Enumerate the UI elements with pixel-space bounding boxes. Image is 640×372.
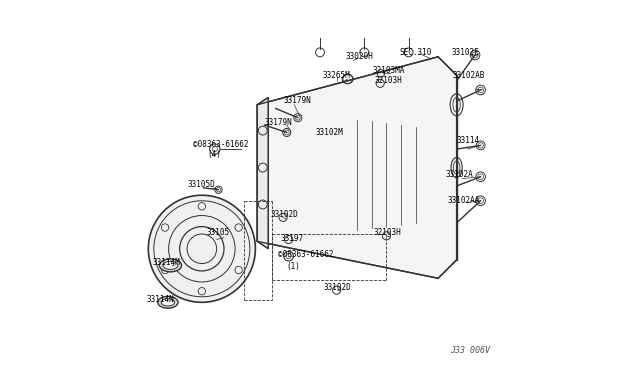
Text: 33179N: 33179N: [283, 96, 311, 105]
Text: 32103H: 32103H: [374, 228, 401, 237]
Ellipse shape: [159, 259, 182, 272]
Text: 33102A: 33102A: [445, 170, 474, 179]
Text: 33102D: 33102D: [324, 283, 351, 292]
Text: 33114M: 33114M: [152, 258, 180, 267]
Text: 33020H: 33020H: [346, 52, 374, 61]
Ellipse shape: [161, 299, 175, 306]
Text: ©08363-61662: ©08363-61662: [193, 140, 248, 149]
Text: J33 006V: J33 006V: [450, 346, 490, 355]
Text: 33102D: 33102D: [270, 210, 298, 219]
Polygon shape: [257, 57, 456, 278]
Text: 33114: 33114: [456, 137, 480, 145]
Text: 33105: 33105: [206, 228, 229, 237]
Text: 32103MA: 32103MA: [372, 66, 405, 75]
Text: 33265M: 33265M: [323, 71, 351, 80]
Ellipse shape: [163, 261, 178, 269]
Text: 33179N: 33179N: [264, 118, 292, 127]
Text: 33102M: 33102M: [316, 128, 343, 137]
Text: 33197: 33197: [280, 234, 303, 243]
Circle shape: [148, 195, 255, 302]
Text: 33102AA: 33102AA: [447, 196, 480, 205]
Text: ©08363-61662: ©08363-61662: [278, 250, 333, 259]
Text: SEC.310: SEC.310: [399, 48, 432, 57]
Text: 33102E: 33102E: [451, 48, 479, 57]
Text: 33105D: 33105D: [187, 180, 215, 189]
Text: (4): (4): [207, 150, 221, 159]
Polygon shape: [257, 97, 268, 249]
Ellipse shape: [157, 296, 178, 308]
Text: 33114N: 33114N: [147, 295, 174, 304]
Text: 33102AB: 33102AB: [453, 71, 485, 80]
Text: (1): (1): [286, 262, 300, 270]
Text: 32103H: 32103H: [374, 76, 403, 85]
